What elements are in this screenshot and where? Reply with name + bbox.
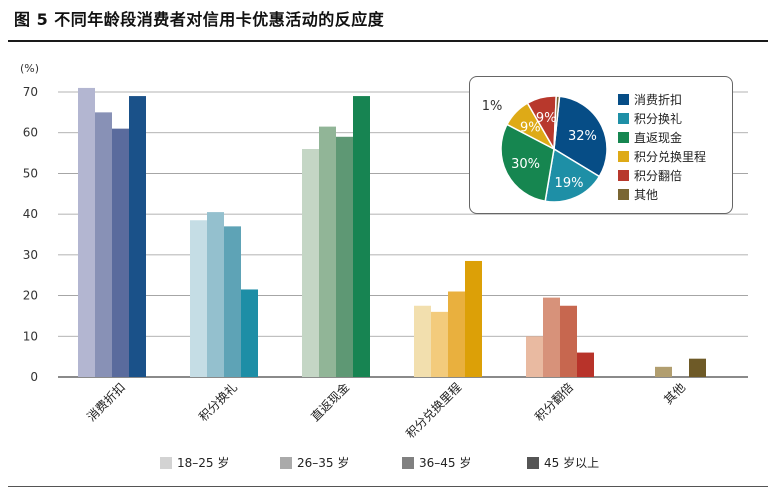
pie-legend-label: 消费折扣 xyxy=(634,93,683,107)
x-tick-label: 积分换礼 xyxy=(196,380,241,425)
bar xyxy=(336,136,353,377)
bar xyxy=(224,226,241,377)
bar xyxy=(78,87,95,377)
pie-slice xyxy=(553,95,561,150)
x-tick-label: 积分兑换里程 xyxy=(403,380,465,442)
y-tick-label: 30 xyxy=(23,248,38,262)
bar xyxy=(577,352,594,377)
pie-chart: 32% 19% 30% 9%9% 1% xyxy=(482,95,608,203)
bar xyxy=(526,336,543,377)
legend-swatch xyxy=(402,456,414,469)
pie-slice-label: 30% xyxy=(511,157,540,172)
bar xyxy=(448,291,465,377)
pie-slice-label: 9% xyxy=(536,111,557,126)
chart-title: 图 5 不同年龄段消费者对信用卡优惠活动的反应度 xyxy=(14,10,385,29)
pie-legend-swatch xyxy=(618,189,629,200)
bar xyxy=(241,289,258,377)
bar xyxy=(129,96,146,378)
bar xyxy=(431,311,448,377)
x-tick-label: 消费折扣 xyxy=(84,380,129,425)
x-tick-label: 直返现金 xyxy=(308,380,353,425)
pie-legend-label: 直返现金 xyxy=(634,131,683,145)
pie-slice-label: 32% xyxy=(568,129,597,144)
pie-slice xyxy=(500,123,555,203)
bar xyxy=(112,128,129,377)
pie-legend-label: 积分兑换里程 xyxy=(634,150,707,164)
pie-legend-item: 消费折扣 xyxy=(618,93,682,107)
bar xyxy=(95,112,112,377)
legend-swatch xyxy=(160,456,172,469)
y-tick-label: 10 xyxy=(23,329,38,343)
pie-legend-swatch xyxy=(618,94,629,105)
x-tick-label: 积分翻倍 xyxy=(532,380,577,425)
y-tick-label: 50 xyxy=(23,166,38,180)
pie-slice-label: 19% xyxy=(555,176,584,191)
pie-legend-label: 积分翻倍 xyxy=(634,169,683,183)
pie-legend-item: 积分换礼 xyxy=(618,112,682,126)
legend-label: 26–35 岁 xyxy=(297,456,350,470)
pie-chart-box: 32% 19% 30% 9% 9% 1% 消费折扣积分换礼直返现金积分兑换里程 积分翻倍其他 xyxy=(469,76,733,214)
y-tick-label: 60 xyxy=(23,126,38,140)
pie-slice-label: 9% xyxy=(520,120,541,135)
bar xyxy=(207,212,224,377)
legend-label: 36–45 岁 xyxy=(419,456,472,470)
bar xyxy=(655,366,672,377)
bar xyxy=(302,149,319,377)
legend-item: 18–25 岁 xyxy=(160,456,229,470)
pie-legend-item: 积分兑换里程 xyxy=(618,150,706,164)
bar xyxy=(414,305,431,377)
pie-legend-swatch xyxy=(618,132,629,143)
bar xyxy=(560,305,577,377)
legend-item: 36–45 岁 xyxy=(402,456,471,470)
x-tick-label: 其他 xyxy=(661,380,688,407)
legend-swatch xyxy=(280,456,292,469)
y-tick-label: 0 xyxy=(30,370,38,384)
pie-legend-item: 直返现金 xyxy=(618,131,682,145)
title-rule xyxy=(8,40,768,42)
pie-slice-label: 1% xyxy=(482,99,503,114)
pie-legend-label: 其他 xyxy=(634,188,659,202)
y-tick-label: 40 xyxy=(23,207,38,221)
bar xyxy=(353,96,370,378)
pie-legend-item: 其他 xyxy=(618,188,658,202)
legend-swatch xyxy=(527,456,539,469)
legend-label: 18–25 岁 xyxy=(177,456,230,470)
y-tick-label: 70 xyxy=(23,85,38,99)
pie-legend-label: 积分换礼 xyxy=(634,112,683,126)
pie-legend-swatch xyxy=(618,113,629,124)
y-axis-label: (%) xyxy=(20,62,39,75)
bar xyxy=(465,260,482,377)
pie-legend-item: 积分翻倍 xyxy=(618,169,682,183)
bar xyxy=(190,220,207,377)
bar xyxy=(543,297,560,377)
legend-item: 26–35 岁 xyxy=(280,456,349,470)
pie-legend-swatch xyxy=(618,170,629,181)
legend-label: 45 岁以上 xyxy=(544,456,600,470)
bar xyxy=(319,126,336,377)
y-tick-label: 20 xyxy=(23,289,38,303)
pie-legend-swatch xyxy=(618,151,629,162)
pie-slice xyxy=(544,147,601,203)
bottom-rule xyxy=(8,486,768,487)
bar xyxy=(689,358,706,377)
legend-item: 45 岁以上 xyxy=(527,456,599,470)
